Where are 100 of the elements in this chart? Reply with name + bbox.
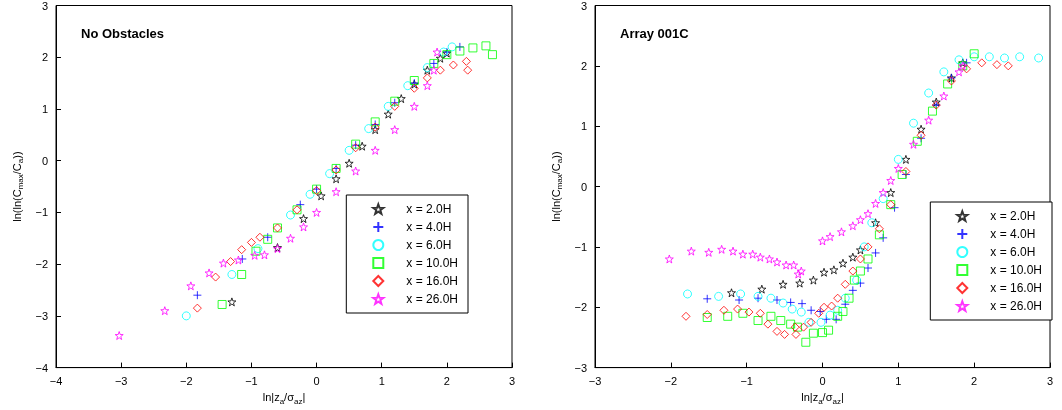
point — [299, 214, 309, 224]
y-tick-label: 0 — [41, 154, 48, 167]
point — [738, 308, 748, 318]
point — [927, 106, 937, 116]
point — [859, 242, 869, 252]
point — [704, 247, 714, 257]
point — [954, 67, 964, 77]
text: Array 001C — [620, 26, 690, 41]
text: No Obstacles — [81, 26, 165, 41]
point — [836, 227, 846, 237]
point — [855, 266, 865, 276]
point — [344, 145, 354, 155]
point — [226, 257, 236, 267]
x-tick-label: −3 — [588, 375, 602, 388]
point — [702, 294, 712, 304]
point — [962, 64, 972, 74]
point — [755, 252, 765, 262]
point — [778, 279, 788, 289]
point — [819, 302, 829, 312]
point — [383, 109, 393, 119]
legend-label: x = 10.0H — [406, 256, 459, 270]
point — [766, 293, 776, 303]
point — [237, 269, 247, 279]
point — [763, 319, 773, 329]
point — [863, 254, 873, 264]
point — [246, 237, 256, 247]
point — [1034, 53, 1044, 63]
point — [848, 266, 858, 276]
x-tick-label: 0 — [819, 375, 826, 388]
point — [772, 326, 782, 336]
point — [331, 174, 341, 184]
point — [939, 91, 949, 101]
point — [403, 81, 413, 91]
point — [727, 288, 736, 298]
y-tick-label: −3 — [574, 361, 587, 374]
point — [259, 250, 269, 260]
point — [305, 189, 315, 199]
point — [848, 221, 858, 231]
point — [848, 285, 858, 295]
point — [855, 254, 865, 264]
point — [825, 310, 835, 320]
x-tick-label: −2 — [180, 375, 193, 388]
point — [916, 124, 926, 134]
point — [664, 254, 674, 264]
point — [481, 41, 491, 51]
point — [808, 275, 818, 285]
x-tick-label: 2 — [971, 375, 978, 388]
point — [702, 313, 712, 323]
point — [795, 278, 805, 288]
point — [455, 46, 465, 56]
point — [909, 118, 918, 128]
point — [160, 306, 170, 316]
x-tick-label: 3 — [508, 375, 516, 388]
x-tick-label: 1 — [378, 375, 385, 388]
point — [924, 115, 934, 125]
point — [422, 81, 432, 91]
legend-label: x = 6.0H — [406, 238, 452, 252]
legend-label: x = 26.0H — [406, 292, 459, 306]
point — [844, 293, 854, 303]
point — [791, 329, 801, 339]
point — [818, 236, 827, 246]
point — [753, 316, 763, 326]
point — [192, 303, 202, 313]
point — [992, 60, 1002, 70]
point — [409, 83, 419, 93]
point — [871, 218, 881, 228]
point — [714, 291, 724, 301]
point — [893, 154, 903, 164]
point — [396, 94, 406, 104]
legend-label: x = 16.0H — [406, 274, 459, 288]
point — [435, 65, 445, 75]
point — [755, 308, 765, 318]
point — [1003, 61, 1013, 71]
point — [816, 317, 826, 327]
point — [909, 139, 918, 149]
point — [799, 322, 809, 332]
point — [778, 298, 788, 308]
point — [766, 311, 776, 321]
x-tick-label: −1 — [245, 375, 258, 388]
point — [211, 272, 221, 282]
x-tick-label: −2 — [664, 375, 678, 388]
legend-label: x = 6.0H — [990, 245, 1036, 259]
point — [316, 191, 326, 201]
legend-label: x = 16.0H — [990, 281, 1043, 295]
point — [764, 254, 774, 264]
point — [192, 290, 202, 300]
point — [733, 304, 743, 314]
point — [780, 329, 790, 339]
x-tick-label: −3 — [114, 375, 128, 388]
point — [227, 269, 237, 279]
legend-label: x = 10.0H — [990, 263, 1043, 277]
point — [871, 248, 881, 258]
y-tick-label: 3 — [41, 0, 48, 12]
point — [218, 258, 228, 268]
point — [686, 246, 696, 256]
point — [838, 258, 848, 268]
point — [390, 125, 400, 135]
point — [984, 52, 994, 62]
point — [312, 207, 322, 217]
point — [819, 267, 829, 277]
